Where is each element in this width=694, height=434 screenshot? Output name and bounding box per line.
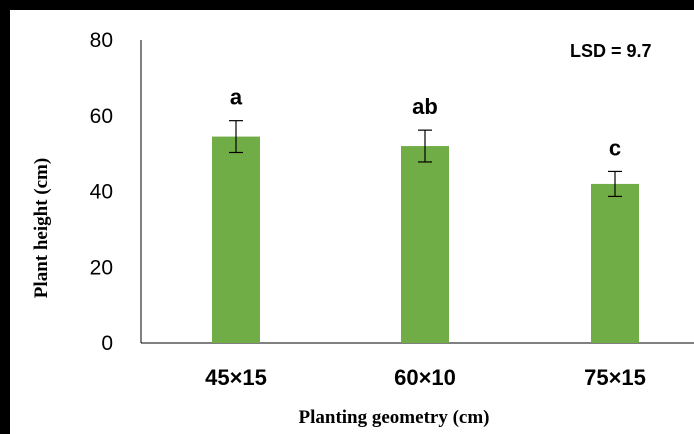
y-axis-ticks: 0 20 40 60 80 [90,29,113,355]
x-tick-label: 75×15 [584,365,646,390]
y-tick-label: 80 [90,29,113,52]
lsd-annotation: LSD = 9.7 [570,41,652,61]
y-tick-label: 20 [90,256,113,279]
y-tick-label: 0 [101,332,113,355]
y-axis-title: Plant height (cm) [31,158,52,298]
bar [212,136,260,343]
significance-letter: c [609,135,621,160]
bar [401,146,449,343]
x-axis-ticks: 45×15 60×10 75×15 [205,365,646,390]
significance-letter: a [230,85,243,110]
significance-letter: ab [412,94,438,119]
x-axis-title: Planting geometry (cm) [299,407,490,428]
bar-chart: 0 20 40 60 80 a ab c 45×15 60×10 75×15 Plant hei… [31,29,694,428]
bars-group: a ab c [212,85,639,343]
bar [591,183,639,343]
x-tick-label: 60×10 [394,365,456,390]
x-tick-label: 45×15 [205,365,267,390]
y-tick-label: 60 [90,105,113,128]
y-tick-label: 40 [90,181,113,204]
